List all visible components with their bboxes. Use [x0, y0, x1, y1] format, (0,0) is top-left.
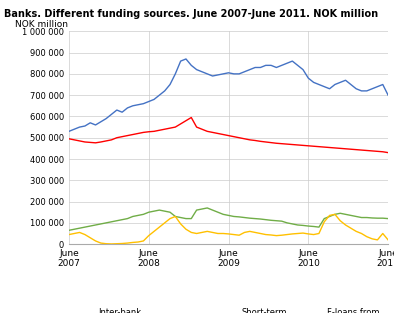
Text: NOK million: NOK million: [15, 20, 68, 29]
Text: Banks. Different funding sources. June 2007-June 2011. NOK million: Banks. Different funding sources. June 2…: [4, 9, 378, 19]
Legend: Inter-bank
loans, Bond loans, Short-term
security loans, F-loans from
Nores Bank: Inter-bank loans, Bond loans, Short-term…: [78, 308, 379, 313]
